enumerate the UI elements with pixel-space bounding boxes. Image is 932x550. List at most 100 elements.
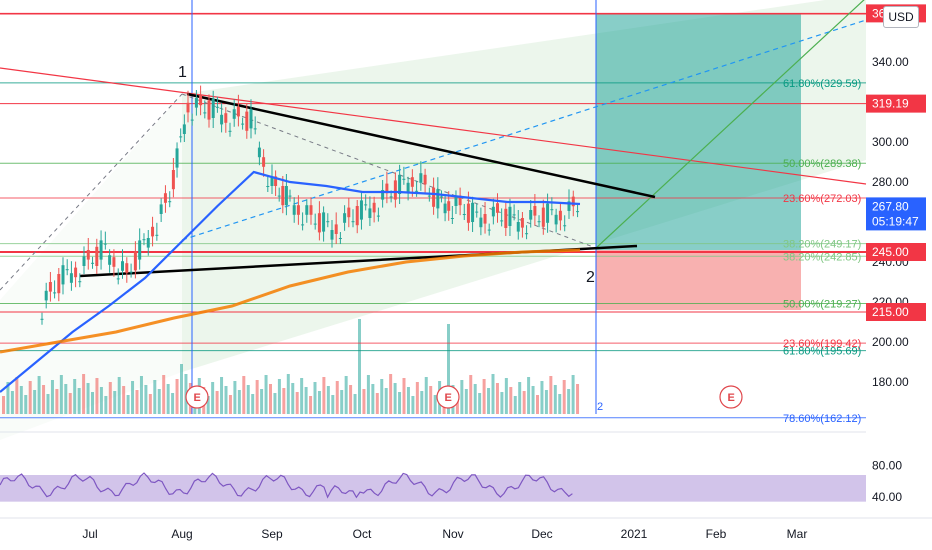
candle-body-118 <box>529 210 533 220</box>
volume-bar-40 <box>180 364 183 414</box>
volume-bar-27 <box>122 386 126 414</box>
price-tag-5: 215.00 <box>872 305 909 319</box>
volume-bar-46 <box>206 396 210 414</box>
candle-body-121 <box>541 207 545 227</box>
volume-bar-24 <box>108 382 112 414</box>
candle-body-79 <box>368 208 372 218</box>
price-tag-2: 267.80 <box>872 199 909 213</box>
candle-body-55 <box>270 176 274 186</box>
volume-bar-3 <box>15 377 19 414</box>
volume-bar-104 <box>464 389 468 414</box>
candle-body-49 <box>245 111 249 131</box>
volume-bar-16 <box>73 379 77 414</box>
candle-body-76 <box>355 206 359 226</box>
candle-body-16 <box>108 255 112 265</box>
candle-body-67 <box>317 213 321 233</box>
candle-body-30 <box>168 201 172 203</box>
volume-bar-52 <box>233 381 237 414</box>
volume-bar-127 <box>567 389 571 414</box>
candle-body-92 <box>423 174 427 185</box>
volume-bar-31 <box>139 376 143 414</box>
volume-bar-106 <box>473 384 477 414</box>
candle-body-8 <box>74 267 78 278</box>
volume-bar-7 <box>33 390 37 414</box>
moving-averages-layer <box>0 170 581 393</box>
candle-body-107 <box>483 214 487 224</box>
volume-bar-57 <box>255 380 259 414</box>
volume-bar-17 <box>77 388 81 414</box>
candle-body-108 <box>487 229 491 231</box>
price-tag-bg-2 <box>866 197 926 216</box>
candle-body-106 <box>479 217 483 228</box>
candle-body-61 <box>292 205 296 215</box>
volume-bar-53 <box>237 390 241 414</box>
candles-layer <box>40 85 580 325</box>
candle-body-27 <box>155 234 159 236</box>
candle-body-123 <box>550 209 554 211</box>
volume-bar-80 <box>358 319 361 414</box>
wedge-upper <box>186 92 656 199</box>
candle-body-36 <box>190 119 194 121</box>
candle-body-41 <box>211 98 215 118</box>
x-tick-4: Nov <box>442 527 463 541</box>
volume-bar-74 <box>331 395 335 414</box>
volume-bar-78 <box>349 385 353 414</box>
candle-body-24 <box>142 239 146 241</box>
candle-body-90 <box>415 190 419 192</box>
volume-bar-76 <box>340 390 344 414</box>
candle-body-114 <box>512 214 516 216</box>
candle-body-83 <box>385 183 389 194</box>
price-tag-bg-5 <box>866 303 926 321</box>
volume-bar-75 <box>335 381 339 414</box>
volume-bar-61 <box>273 393 277 414</box>
volume-bar-92 <box>411 396 415 414</box>
volume-bar-125 <box>558 394 562 414</box>
candle-body-14 <box>99 240 103 260</box>
earnings-marker-2 <box>719 385 743 409</box>
volume-bar-10 <box>46 394 50 414</box>
median-dashed <box>181 19 867 241</box>
volume-bar-81 <box>362 389 366 414</box>
candle-body-52 <box>257 147 261 158</box>
volume-bar-21 <box>95 378 99 414</box>
earnings-marker-1 <box>436 385 460 409</box>
currency-button[interactable]: USD <box>883 6 919 28</box>
volume-bar-56 <box>251 394 255 414</box>
volume-bar-9 <box>42 385 46 414</box>
volume-bar-60 <box>269 384 272 414</box>
volume-bar-109 <box>487 388 491 414</box>
labels-layer: 61.80%(329.59) 50.00%(289.38) 23.60%(272.0… <box>178 64 861 425</box>
candle-body-58 <box>281 186 285 206</box>
volume-bar-83 <box>371 384 375 414</box>
candle-body-28 <box>159 204 163 214</box>
candle-body-119 <box>533 206 537 216</box>
fib-label-6: 23.60%(199.42) <box>783 338 861 350</box>
volume-bar-70 <box>313 382 317 414</box>
candle-body-64 <box>305 205 309 215</box>
volume-bar-100 <box>447 324 450 414</box>
price-tag-1: 319.19 <box>872 97 909 111</box>
price-tag-bg-4 <box>866 243 926 261</box>
candle-body-38 <box>199 95 203 106</box>
earnings-marker-0 <box>185 385 209 409</box>
candle-body-56 <box>274 176 278 186</box>
time-axis[interactable]: Jul Aug Sep Oct Nov Dec 2021 Feb Mar <box>0 517 932 541</box>
background-layer <box>182 0 866 372</box>
volume-bar-18 <box>82 374 86 414</box>
candle-body-48 <box>241 123 245 125</box>
candle-body-13 <box>95 246 99 266</box>
volume-bar-8 <box>37 376 41 414</box>
price-axis[interactable]: 180.00200.00220.00240.00260.00280.00300.… <box>866 4 926 504</box>
candle-body-21 <box>129 271 133 273</box>
candle-body-23 <box>138 240 142 260</box>
candle-body-94 <box>432 187 436 207</box>
candle-body-88 <box>406 182 410 193</box>
volume-bar-11 <box>50 380 54 414</box>
volume-bar-110 <box>491 374 495 414</box>
candle-body-75 <box>351 221 355 223</box>
profit-zone <box>596 14 801 250</box>
x-tick-2: Sep <box>261 527 283 541</box>
volume-bar-34 <box>153 380 157 414</box>
